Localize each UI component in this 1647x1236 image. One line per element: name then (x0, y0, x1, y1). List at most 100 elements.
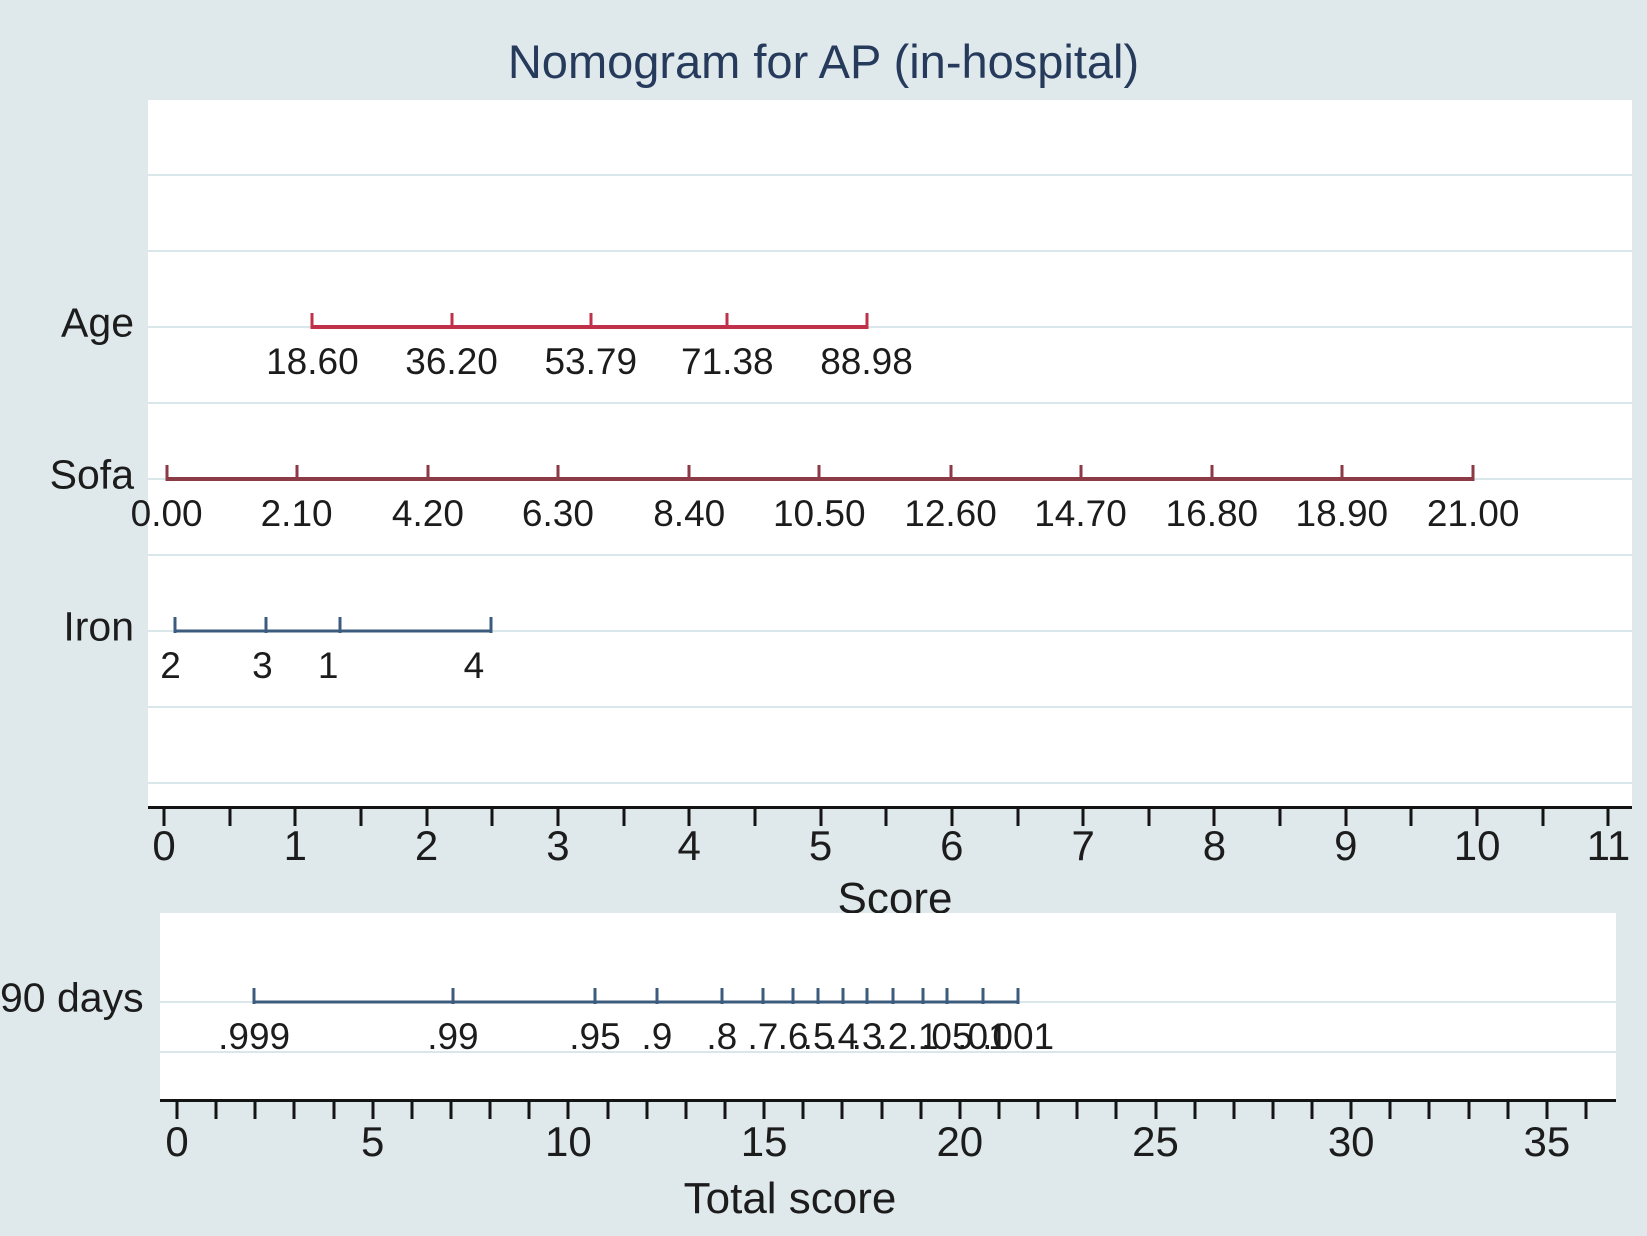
gridline (148, 250, 1632, 252)
x-axis-tick-label: 5 (361, 1118, 385, 1165)
scale-tick-sofa (1471, 465, 1475, 481)
scale-tick-90-days (841, 988, 845, 1004)
x-axis-tick (1541, 809, 1545, 826)
x-axis-tick (1232, 1102, 1236, 1119)
x-axis-tick (1427, 1102, 1431, 1119)
x-axis-tick (684, 1102, 688, 1119)
scale-tick-label-90-days: .1 (907, 1016, 939, 1057)
scale-line-iron (174, 629, 491, 633)
scale-tick-label-90-days: .4 (827, 1016, 859, 1057)
x-axis-tick-label: 35 (1523, 1118, 1571, 1165)
scale-tick-90-days (891, 988, 895, 1004)
scale-tick-label-90-days: .3 (851, 1016, 883, 1057)
x-axis-tick (1506, 1102, 1510, 1119)
x-axis-tick-label: 6 (940, 822, 964, 869)
x-axis-tick (958, 1102, 962, 1119)
x-axis-tick (449, 1102, 453, 1119)
scale-tick-label-age: 71.38 (681, 341, 774, 382)
gridline (148, 174, 1632, 176)
scale-tick-label-90-days: .2 (877, 1016, 909, 1057)
scale-tick-label-sofa: 2.10 (260, 493, 333, 534)
x-axis-tick (1344, 809, 1348, 826)
x-axis-tick (1081, 809, 1085, 826)
x-axis-tick (880, 1102, 884, 1119)
scale-tick-age (589, 313, 593, 329)
x-axis-tick (1114, 1102, 1118, 1119)
scale-tick-label-sofa: 6.30 (521, 493, 594, 534)
scale-tick-90-days (921, 988, 925, 1004)
x-axis-tick (1545, 1102, 1549, 1119)
scale-tick-age (310, 313, 314, 329)
x-axis-tick (723, 1102, 727, 1119)
scale-tick-label-90-days: .5 (802, 1016, 834, 1057)
x-axis-tick (840, 1102, 844, 1119)
scale-tick-label-sofa: 21.00 (1426, 493, 1520, 534)
row-label-age: Age (61, 299, 134, 346)
plot-area-score (148, 100, 1632, 806)
x-axis-tick-label: 5 (808, 822, 833, 869)
scale-tick-label-iron: 2 (160, 645, 181, 686)
x-axis-tick (1606, 809, 1610, 826)
x-axis-tick (162, 809, 166, 826)
chart-title: Nomogram for AP (in-hospital) (507, 35, 1140, 88)
x-axis-tick (1467, 1102, 1471, 1119)
scale-tick-sofa (556, 465, 560, 481)
scale-line-90-days (254, 1000, 1019, 1004)
scale-tick-sofa (1210, 465, 1214, 481)
scale-tick-label-age: 36.20 (405, 341, 498, 382)
scale-tick-label-90-days: .6 (777, 1016, 809, 1057)
x-axis-tick (253, 1102, 257, 1119)
x-axis-tick (175, 1102, 179, 1119)
scale-tick-label-sofa: 4.20 (391, 493, 464, 534)
x-axis-tick (1147, 809, 1151, 826)
scale-tick-iron (489, 617, 493, 633)
scale-tick-90-days (981, 988, 985, 1004)
x-axis-tick (1475, 809, 1479, 826)
x-axis-tick (1016, 809, 1019, 826)
x-axis-tick (1271, 1102, 1275, 1119)
scale-tick-label-90-days: .9 (641, 1016, 673, 1057)
x-axis-tick (919, 1102, 923, 1119)
x-axis-tick (1278, 809, 1282, 826)
row-label-90-days: 90 days (0, 974, 144, 1021)
scale-tick-age (865, 313, 868, 329)
scale-tick-sofa (817, 465, 821, 481)
scale-tick-label-sofa: 18.90 (1295, 493, 1389, 534)
scale-tick-label-iron: 3 (252, 645, 273, 686)
x-axis-tick-label: 9 (1334, 822, 1358, 869)
x-axis-tick (950, 809, 954, 826)
scale-tick-label-sofa: 10.50 (772, 493, 866, 534)
scale-tick-90-days (865, 988, 869, 1004)
x-axis-tick (645, 1102, 649, 1119)
x-axis-tick-label: 3 (546, 822, 570, 869)
x-axis-tick (1193, 1102, 1197, 1119)
row-label-iron: Iron (63, 603, 134, 650)
x-axis-tick (884, 809, 888, 826)
gridline (148, 706, 1632, 708)
x-axis-tick (488, 1102, 492, 1119)
scale-tick-label-sofa: 0.00 (130, 493, 203, 534)
gridline (148, 326, 1632, 328)
scale-tick-sofa (949, 465, 953, 481)
scale-tick-90-days (451, 988, 455, 1004)
x-axis-tick (762, 1102, 766, 1119)
scale-tick-90-days (816, 988, 820, 1004)
x-axis-tick-label: 0 (165, 1118, 189, 1165)
scale-tick-90-days (1016, 988, 1020, 1004)
x-axis-tick (556, 809, 560, 826)
x-axis-tick-label: 8 (1202, 822, 1227, 869)
x-axis-tick-label: 10 (1453, 822, 1501, 869)
scale-tick-label-90-days: .001 (982, 1016, 1055, 1057)
gridline (148, 630, 1632, 632)
x-axis-line (148, 806, 1632, 809)
scale-tick-sofa (165, 465, 169, 481)
scale-tick-label-90-days: .999 (218, 1016, 291, 1057)
x-axis-tick (425, 809, 429, 826)
x-axis-tick-label: 2 (414, 822, 439, 869)
x-axis-tick (1349, 1102, 1353, 1119)
scale-tick-label-90-days: .8 (706, 1016, 738, 1057)
gridline (148, 554, 1632, 556)
scale-tick-age (450, 313, 454, 329)
